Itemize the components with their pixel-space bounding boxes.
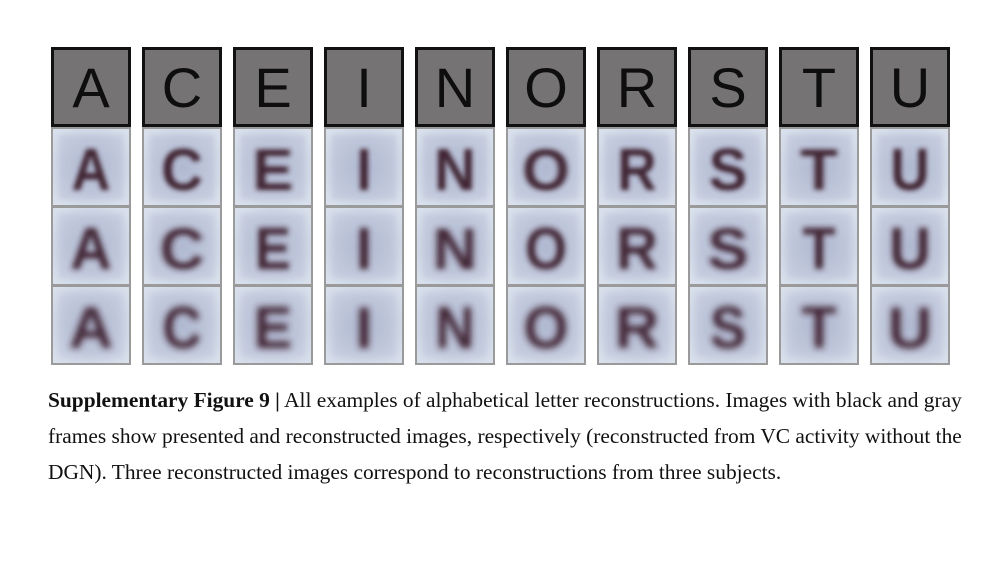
reconstructed-image-i-subject-3: I: [324, 285, 404, 365]
svg-text:I: I: [356, 137, 371, 203]
reconstructed-image-t-subject-2: T: [779, 206, 859, 286]
svg-text:N: N: [435, 295, 474, 361]
svg-text:T: T: [800, 137, 838, 203]
presented-image-s: S: [688, 47, 768, 127]
reconstructed-image-e-subject-3: E: [233, 285, 313, 365]
presented-image-t: T: [779, 47, 859, 127]
figure-caption: Supplementary Figure 9 | All examples of…: [48, 382, 968, 490]
presented-letter: O: [524, 56, 568, 119]
svg-text:C: C: [160, 216, 204, 282]
presented-letter: R: [616, 56, 658, 119]
reconstructed-image-o-subject-2: O: [506, 206, 586, 286]
svg-text:E: E: [254, 295, 292, 361]
reconstructed-image-o-subject-3: O: [506, 285, 586, 365]
reconstructed-image-r-subject-3: R: [597, 285, 677, 365]
reconstructed-image-e-subject-1: E: [233, 127, 313, 207]
presented-letter: C: [161, 56, 203, 119]
svg-text:A: A: [70, 216, 112, 282]
reconstructed-image-s-subject-2: S: [688, 206, 768, 286]
reconstructed-image-a-subject-2: A: [51, 206, 131, 286]
presented-letter: N: [434, 56, 476, 119]
figure-label: Supplementary Figure 9 |: [48, 388, 280, 412]
svg-text:O: O: [525, 216, 567, 282]
svg-text:A: A: [71, 137, 110, 203]
reconstructed-image-t-subject-1: T: [779, 127, 859, 207]
reconstructed-image-u-subject-2: U: [870, 206, 950, 286]
presented-letter: I: [356, 56, 372, 119]
presented-image-o: O: [506, 47, 586, 127]
reconstructed-image-n-subject-3: N: [415, 285, 495, 365]
svg-text:N: N: [434, 137, 476, 203]
svg-text:E: E: [253, 137, 294, 203]
svg-text:E: E: [255, 216, 291, 282]
svg-text:R: R: [617, 137, 656, 203]
svg-text:N: N: [433, 216, 477, 282]
presented-image-u: U: [870, 47, 950, 127]
svg-text:U: U: [888, 295, 932, 361]
presented-letter: E: [254, 56, 292, 119]
svg-text:U: U: [889, 216, 931, 282]
svg-text:S: S: [709, 137, 747, 203]
reconstructed-image-c-subject-3: C: [142, 285, 222, 365]
reconstructed-image-t-subject-3: T: [779, 285, 859, 365]
reconstructed-image-r-subject-2: R: [597, 206, 677, 286]
presented-image-i: I: [324, 47, 404, 127]
svg-text:C: C: [161, 137, 203, 203]
svg-text:R: R: [615, 295, 659, 361]
reconstructed-image-i-subject-2: I: [324, 206, 404, 286]
reconstructed-image-c-subject-2: C: [142, 206, 222, 286]
presented-image-a: A: [51, 47, 131, 127]
presented-letter: U: [889, 56, 931, 119]
reconstructed-image-s-subject-3: S: [688, 285, 768, 365]
svg-text:T: T: [801, 295, 836, 361]
svg-text:R: R: [616, 216, 658, 282]
svg-text:O: O: [522, 137, 570, 203]
svg-text:S: S: [710, 295, 746, 361]
svg-text:S: S: [708, 216, 749, 282]
reconstructed-image-u-subject-3: U: [870, 285, 950, 365]
presented-letter: A: [72, 56, 110, 119]
reconstructed-image-e-subject-2: E: [233, 206, 313, 286]
presented-letter: S: [709, 56, 747, 119]
reconstructed-image-n-subject-1: N: [415, 127, 495, 207]
reconstructed-image-a-subject-1: A: [51, 127, 131, 207]
reconstructed-image-o-subject-1: O: [506, 127, 586, 207]
presented-image-r: R: [597, 47, 677, 127]
reconstructed-image-a-subject-3: A: [51, 285, 131, 365]
reconstructed-image-n-subject-2: N: [415, 206, 495, 286]
reconstructed-image-s-subject-1: S: [688, 127, 768, 207]
reconstructed-image-i-subject-1: I: [324, 127, 404, 207]
svg-text:U: U: [890, 137, 929, 203]
reconstructed-image-r-subject-1: R: [597, 127, 677, 207]
reconstructed-image-u-subject-1: U: [870, 127, 950, 207]
caption-text: All examples of alphabetical letter reco…: [48, 388, 962, 484]
svg-text:T: T: [802, 216, 835, 282]
svg-text:I: I: [356, 216, 372, 282]
svg-text:A: A: [69, 295, 113, 361]
presented-image-n: N: [415, 47, 495, 127]
presented-image-e: E: [233, 47, 313, 127]
svg-text:I: I: [355, 295, 372, 361]
presented-image-c: C: [142, 47, 222, 127]
reconstructed-image-c-subject-1: C: [142, 127, 222, 207]
presented-letter: T: [801, 56, 837, 119]
svg-text:O: O: [524, 295, 569, 361]
svg-text:C: C: [162, 295, 201, 361]
